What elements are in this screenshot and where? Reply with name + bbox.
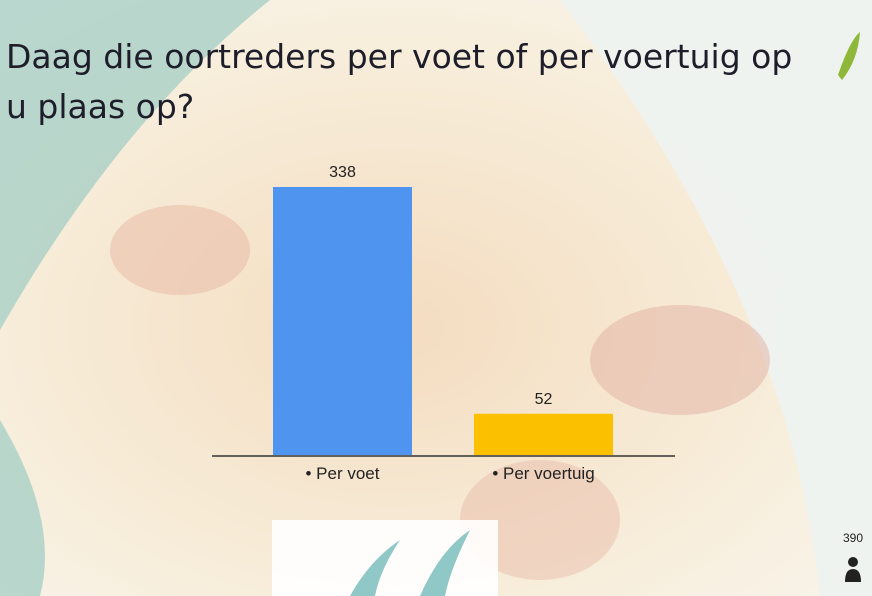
teal-shape — [0, 420, 45, 596]
bar — [273, 187, 412, 455]
bar — [474, 413, 613, 455]
logo-icon — [838, 32, 860, 80]
hand-shape — [590, 305, 770, 415]
person-icon — [845, 569, 861, 582]
value-label: 52 — [535, 391, 553, 408]
title-line: u plaas op? — [6, 87, 194, 126]
category-label: • Per voertuig — [492, 464, 594, 483]
value-label: 338 — [329, 164, 356, 181]
person-icon — [848, 557, 858, 567]
hand-shape — [460, 460, 620, 580]
title-line: Daag die oortreders per voet of per voer… — [6, 37, 792, 76]
teal-shape — [0, 0, 270, 330]
response-count: 390 — [843, 531, 863, 545]
light-shape — [560, 0, 872, 596]
logo-leaf — [350, 530, 470, 596]
hand-shape — [110, 205, 250, 295]
category-label: • Per voet — [306, 464, 380, 483]
